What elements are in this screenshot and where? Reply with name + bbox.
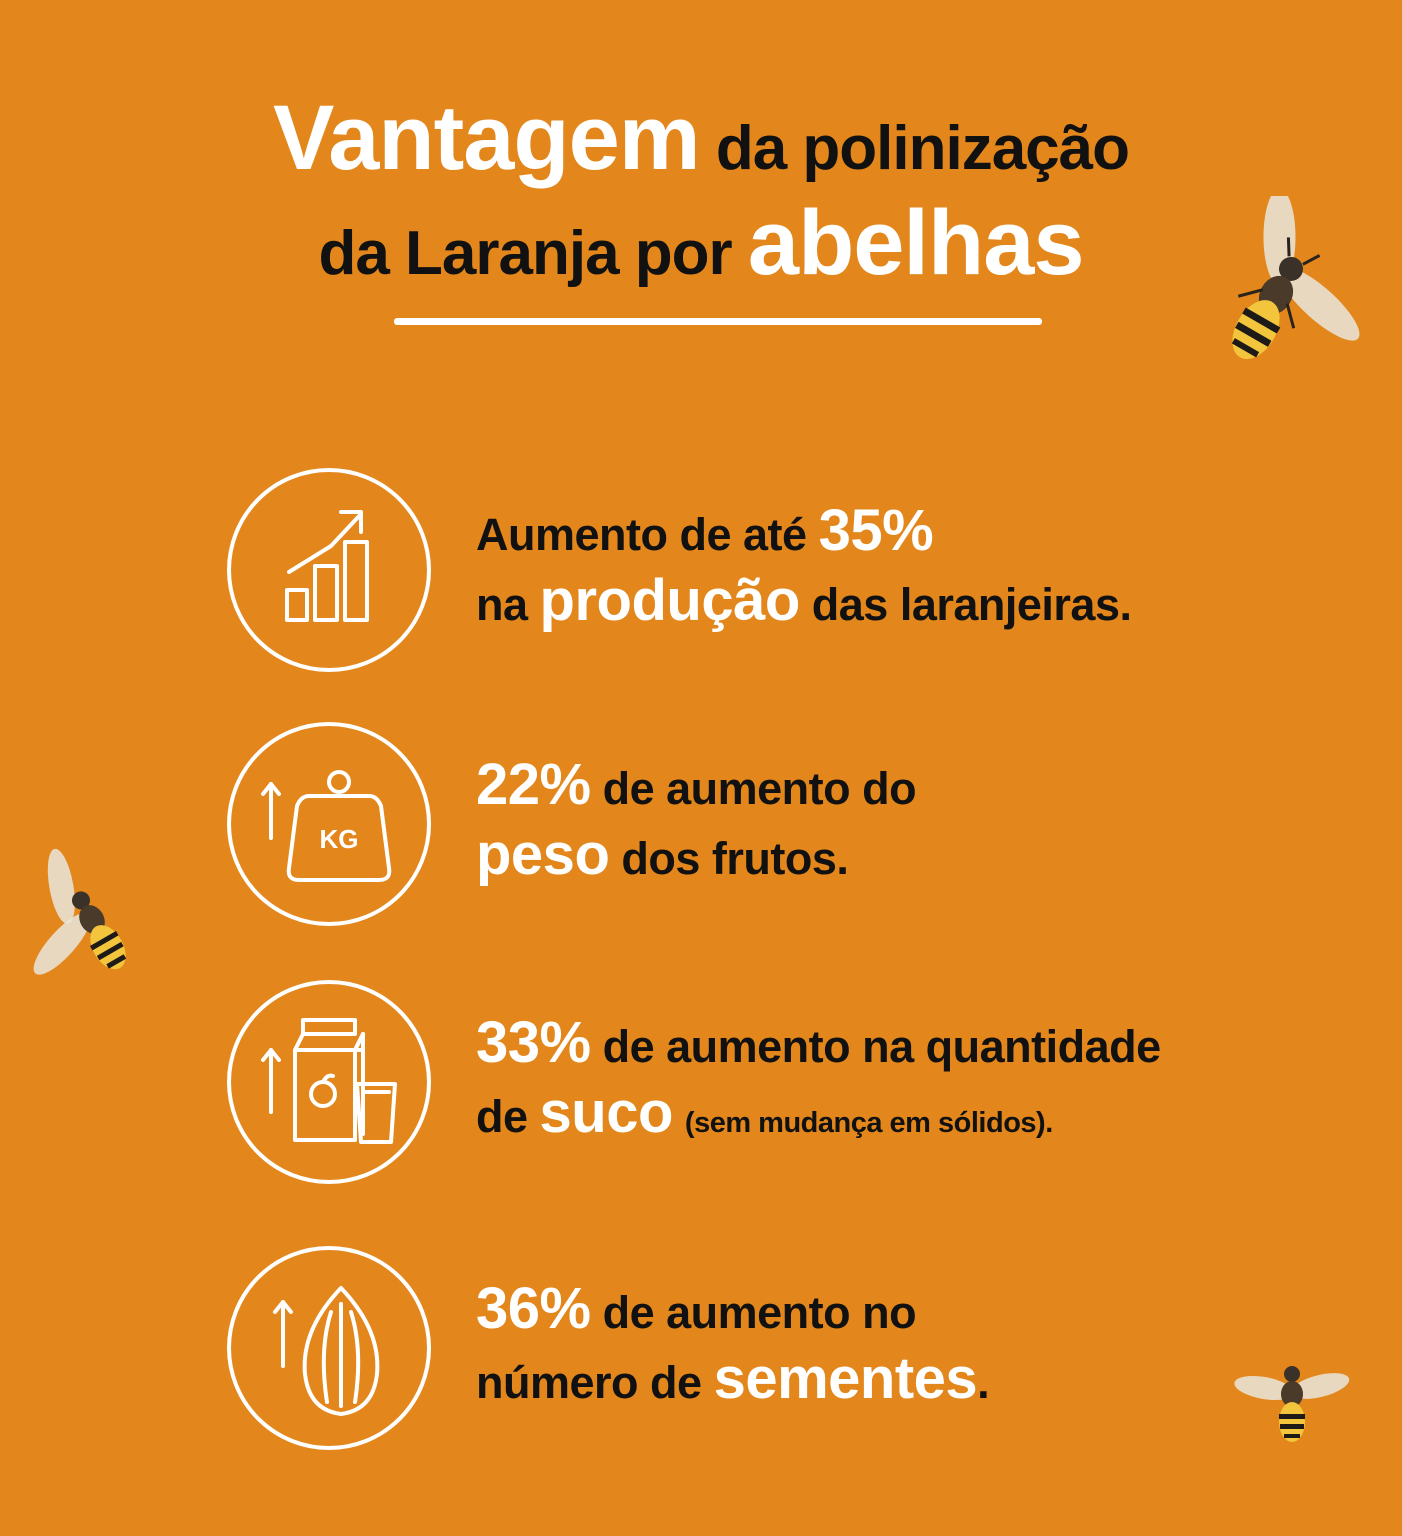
benefit-text: dos frutos. xyxy=(621,833,849,884)
title-text: da Laranja por xyxy=(318,219,732,288)
benefit-percentage: 33% xyxy=(476,1010,591,1075)
benefit-text: de aumento do xyxy=(602,763,917,814)
benefit-item-juice: 33% de aumento na quantidade de suco (se… xyxy=(0,980,1402,1190)
benefit-keyword: peso xyxy=(476,822,610,887)
benefit-text: . xyxy=(977,1357,990,1408)
benefit-note: (sem mudança em sólidos). xyxy=(684,1107,1053,1139)
benefit-item-weight: KG 22% de aumento do peso dos frutos. xyxy=(0,722,1402,932)
title-text: da polinização xyxy=(715,114,1130,183)
benefit-text: das laranjeiras. xyxy=(811,579,1132,630)
benefit-text: de aumento no xyxy=(602,1287,917,1338)
benefit-text: de aumento na quantidade xyxy=(602,1021,1162,1072)
juice-carton-icon xyxy=(227,980,431,1184)
benefit-percentage: 36% xyxy=(476,1276,591,1341)
bar-chart-growth-icon xyxy=(227,468,431,672)
benefit-percentage: 22% xyxy=(476,752,591,817)
benefit-item-production: Aumento de até 35% na produção das laran… xyxy=(0,468,1402,678)
bee-icon xyxy=(1234,1366,1350,1442)
benefit-keyword: produção xyxy=(539,568,801,633)
title-underline xyxy=(394,318,1042,325)
title-highlight: abelhas xyxy=(747,192,1085,294)
page-title: Vantagem da polinização da Laranja por a… xyxy=(0,88,1402,298)
benefit-percentage: 35% xyxy=(818,498,934,563)
benefit-keyword: sementes xyxy=(713,1346,978,1411)
benefit-text: Aumento de até xyxy=(476,509,807,560)
benefit-text: na xyxy=(476,579,528,630)
title-highlight: Vantagem xyxy=(272,87,701,189)
benefit-text: número de xyxy=(476,1357,702,1408)
kg-label: KG xyxy=(320,824,359,854)
benefit-keyword: suco xyxy=(539,1080,674,1145)
benefit-text: de xyxy=(476,1091,528,1142)
benefit-item-seeds: 36% de aumento no número de sementes. xyxy=(0,1246,1402,1456)
bee-icon xyxy=(33,848,127,975)
bee-icon xyxy=(1231,196,1360,360)
seed-icon xyxy=(227,1246,431,1450)
weight-kg-icon: KG xyxy=(227,722,431,926)
